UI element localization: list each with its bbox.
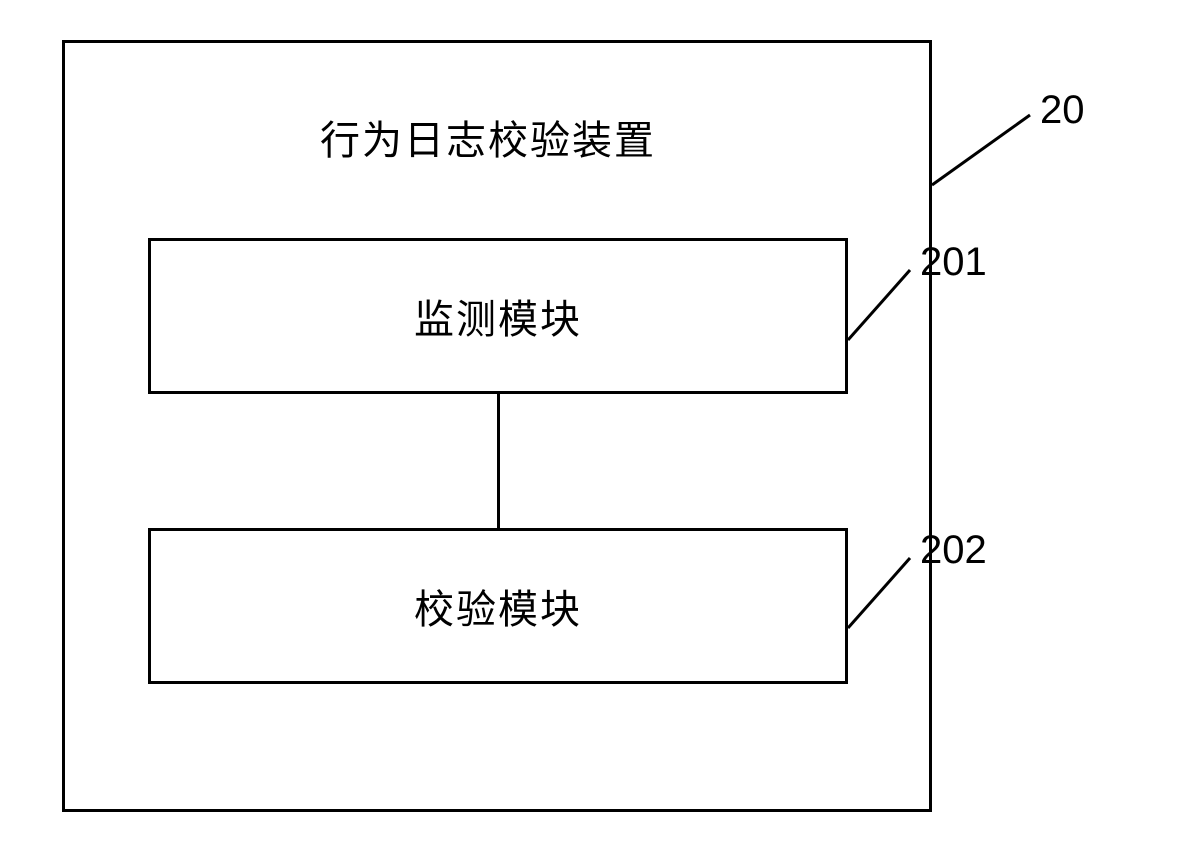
callout-label-verify: 202 [920, 528, 987, 573]
verify-module-box: 校验模块 [148, 528, 848, 684]
monitor-module-label: 监测模块 [414, 287, 582, 345]
callout-label-outer: 20 [1040, 88, 1085, 133]
outer-box-title: 行为日志校验装置 [320, 108, 656, 166]
verify-module-label: 校验模块 [414, 577, 582, 635]
monitor-module-box: 监测模块 [148, 238, 848, 394]
callout-label-monitor: 201 [920, 240, 987, 285]
callout-line-outer [932, 115, 1030, 185]
connector-line [497, 394, 500, 528]
